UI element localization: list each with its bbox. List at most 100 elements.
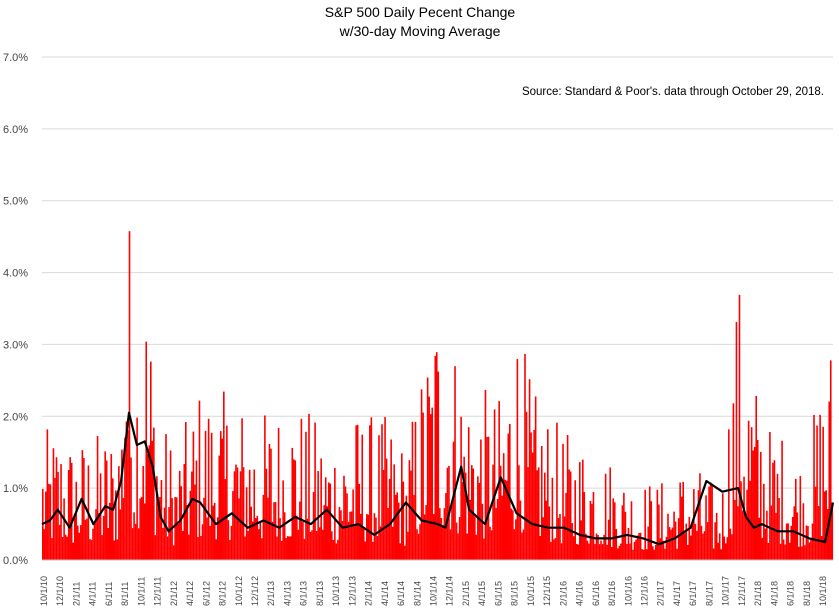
daily-bar	[577, 544, 580, 560]
daily-bar	[321, 529, 324, 560]
daily-bar	[796, 512, 799, 560]
daily-bar	[606, 544, 608, 560]
x-tick-label: 12/1/11	[153, 577, 163, 606]
daily-bar	[655, 544, 657, 560]
daily-bar	[782, 539, 785, 560]
daily-bar	[632, 549, 634, 560]
x-tick-label: 10/1/15	[526, 576, 536, 606]
x-tick-label: 8/1/18	[802, 581, 812, 606]
daily-bar	[791, 516, 794, 560]
x-tick-label: 2/1/18	[753, 581, 763, 606]
daily-bar	[81, 450, 84, 560]
daily-bar	[645, 549, 648, 560]
daily-bar	[764, 528, 767, 560]
daily-bar	[496, 498, 499, 560]
daily-bar	[530, 432, 532, 560]
daily-bar	[804, 545, 806, 560]
daily-bar	[454, 366, 456, 560]
daily-bar	[258, 529, 260, 560]
daily-bar	[726, 537, 729, 560]
y-tick-label: 1.0%	[3, 483, 28, 495]
daily-bar	[127, 430, 129, 560]
daily-bar	[574, 480, 576, 560]
daily-bar	[331, 531, 333, 560]
daily-bar	[435, 352, 438, 560]
daily-bar	[369, 425, 371, 560]
daily-bar	[283, 512, 286, 560]
daily-bar	[419, 524, 421, 560]
daily-bar	[609, 467, 611, 560]
daily-bar	[191, 471, 193, 560]
daily-bar	[264, 415, 266, 560]
daily-bar	[314, 422, 316, 560]
daily-bar	[151, 440, 154, 560]
x-tick-label: 10/1/16	[623, 576, 633, 606]
daily-bar	[405, 495, 408, 560]
daily-bar	[597, 534, 599, 560]
daily-bar	[725, 543, 727, 560]
daily-bar	[411, 421, 414, 560]
daily-bar	[560, 543, 563, 560]
daily-bar	[119, 509, 122, 560]
daily-bar	[98, 513, 100, 560]
moving-average-path	[41, 411, 835, 546]
daily-bar	[55, 457, 58, 560]
daily-bar	[580, 520, 583, 560]
daily-bar	[394, 494, 397, 560]
x-tick-label: 8/1/11	[120, 582, 130, 606]
x-tick-label: 8/1/15	[510, 581, 520, 606]
daily-bar	[279, 518, 281, 560]
daily-bar	[501, 495, 503, 560]
daily-bar	[177, 524, 179, 560]
moving-average-line	[41, 411, 835, 546]
daily-bar	[699, 473, 701, 560]
daily-bar	[826, 509, 829, 560]
daily-bar	[483, 538, 485, 560]
daily-bar	[784, 544, 786, 560]
daily-bar	[458, 517, 461, 560]
daily-bar	[480, 439, 482, 560]
daily-bar	[688, 516, 691, 560]
daily-bar	[317, 471, 319, 560]
daily-bar	[194, 484, 196, 560]
daily-bar	[166, 536, 169, 560]
daily-bar	[685, 523, 688, 560]
daily-bar	[387, 507, 389, 560]
daily-bar	[108, 502, 111, 560]
x-tick-label: 12/1/17	[737, 576, 747, 606]
daily-bar	[630, 501, 633, 560]
daily-bar	[206, 517, 208, 560]
daily-bar	[756, 439, 759, 560]
daily-bar	[665, 536, 668, 560]
daily-bar	[769, 431, 771, 560]
daily-bar	[723, 536, 726, 560]
daily-bar	[338, 506, 341, 560]
daily-bar	[364, 541, 367, 560]
daily-bar	[490, 530, 493, 560]
daily-bar	[379, 526, 382, 560]
daily-bar	[350, 511, 353, 560]
daily-bar	[569, 471, 572, 560]
x-tick-label: 4/1/15	[477, 581, 487, 606]
x-tick-label: 12/1/13	[347, 576, 357, 606]
daily-bar	[525, 411, 528, 560]
daily-bar	[139, 498, 141, 560]
daily-bar	[391, 526, 394, 560]
daily-bar	[787, 523, 789, 560]
daily-bar	[99, 473, 102, 560]
daily-bar	[110, 454, 113, 560]
daily-bar	[463, 456, 465, 560]
x-tick-label: 6/1/15	[493, 581, 503, 606]
daily-bar	[537, 467, 540, 560]
daily-bar	[521, 532, 523, 560]
daily-bar	[668, 527, 671, 560]
y-tick-label: 7.0%	[3, 52, 28, 64]
daily-bar	[734, 500, 736, 560]
daily-bar	[571, 523, 573, 560]
daily-bar	[93, 523, 96, 560]
daily-bar	[58, 524, 61, 560]
daily-bar	[785, 523, 788, 560]
daily-bar	[708, 486, 710, 560]
daily-bar	[340, 510, 342, 560]
daily-bar	[639, 532, 642, 560]
